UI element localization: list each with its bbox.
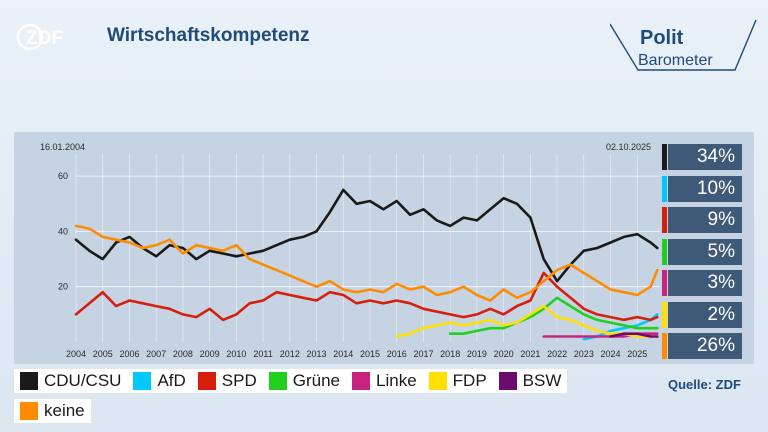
legend-item: Grüne: [268, 371, 341, 391]
brand-line2: Barometer: [638, 52, 713, 69]
politbarometer-logo: Polit Barometer: [610, 19, 757, 71]
latest-value-color-bar: [662, 270, 667, 296]
latest-value-color-bar: [662, 238, 667, 265]
x-tick-label: 2015: [360, 349, 380, 359]
legend-label: SPD: [221, 371, 257, 390]
latest-value-color-bar: [662, 301, 667, 328]
x-tick-label: 2013: [307, 349, 327, 359]
x-tick-label: 2014: [333, 349, 353, 359]
legend-swatch: [133, 372, 152, 390]
y-tick-label: 20: [58, 282, 68, 292]
legend-swatch: [428, 372, 447, 390]
legend-item: Linke: [352, 371, 417, 391]
latest-value-label: 10%: [668, 175, 742, 202]
zdf-logo-text: ZDF: [26, 28, 63, 49]
brand-line1: Polit: [640, 27, 684, 49]
legend-swatch: [498, 372, 517, 390]
x-tick-label: 2007: [146, 349, 166, 359]
x-tick-label: 2006: [119, 349, 139, 359]
latest-value-label: 3%: [668, 270, 742, 296]
legend-label: FDP: [452, 371, 487, 390]
page-title: Wirtschaftskompetenz: [107, 25, 310, 46]
x-tick-label: 2012: [280, 349, 300, 359]
legend-swatch: [20, 372, 38, 390]
legend-label: Grüne: [292, 371, 341, 390]
x-tick-label: 2005: [93, 349, 113, 359]
x-tick-label: 2011: [253, 349, 272, 359]
legend-swatch: [197, 372, 216, 390]
legend-row-1: CDU/CSU AfD SPD Grüne Linke FDP BSW: [14, 369, 568, 393]
legend-label: CDU/CSU: [44, 371, 122, 390]
legend-label: keine: [44, 401, 85, 420]
x-tick-label: 2022: [547, 349, 567, 359]
latest-value-label: 2%: [668, 301, 742, 328]
latest-value-color-bar: [662, 144, 667, 170]
line-chart: 20 40 60 2004 2005 2006 2007 2008 2009 2010 2011 20…: [58, 154, 660, 359]
latest-value-color-bar: [662, 175, 667, 202]
x-tick-label: 2019: [467, 349, 487, 359]
x-tick-label: 2016: [387, 349, 407, 359]
latest-value-color-bar: [662, 333, 667, 359]
x-tick-label: 2017: [413, 349, 433, 359]
legend-swatch: [20, 402, 38, 420]
latest-value-label: 9%: [668, 207, 742, 233]
zdf-logo: ZDF: [16, 23, 63, 51]
x-tick-label: 2008: [173, 349, 193, 359]
chart-area: 20 40 60 2004 2005 2006 2007 2008 2009 2010 2011 20…: [14, 132, 754, 364]
legend-item: SPD: [197, 371, 257, 391]
x-tick-label: 2025: [627, 349, 647, 359]
series-line-cdu-csu: [74, 188, 659, 283]
source-label: Quelle: ZDF: [668, 377, 741, 392]
legend-item: BSW: [498, 371, 562, 391]
legend-item: keine: [20, 401, 85, 421]
legend-item: FDP: [428, 371, 487, 391]
legend-label: BSW: [522, 371, 562, 390]
series-line-linke: [542, 332, 659, 338]
legend-item: CDU/CSU: [20, 371, 121, 391]
latest-value-label: 5%: [668, 238, 742, 265]
x-tick-label: 2021: [520, 349, 540, 359]
y-tick-label: 40: [58, 226, 68, 236]
x-tick-label: 2023: [574, 349, 594, 359]
end-date: 02.10.2025: [606, 142, 652, 152]
x-tick-label: 2020: [494, 349, 514, 359]
x-tick-label: 2024: [601, 349, 621, 359]
legend-label: Linke: [376, 371, 417, 390]
x-tick-label: 2010: [226, 349, 246, 359]
start-date: 16.01.2004: [40, 142, 86, 152]
legend-row-2: keine: [14, 399, 91, 423]
series-line-keine: [74, 224, 659, 302]
x-tick-label: 2018: [440, 349, 460, 359]
latest-value-label: 26%: [668, 333, 742, 359]
x-tick-label: 2004: [66, 349, 86, 359]
legend-swatch: [268, 372, 287, 390]
legend-item: AfD: [133, 371, 186, 391]
legend-swatch: [352, 372, 371, 390]
x-tick-label: 2009: [200, 349, 220, 359]
legend-label: AfD: [157, 371, 186, 390]
y-tick-label: 60: [58, 171, 68, 181]
latest-value-label: 34%: [668, 144, 742, 170]
series-line-gr-ne: [448, 296, 659, 335]
latest-value-color-bar: [662, 207, 667, 233]
series-line-bsw: [609, 332, 659, 338]
series-line-spd: [74, 271, 659, 322]
